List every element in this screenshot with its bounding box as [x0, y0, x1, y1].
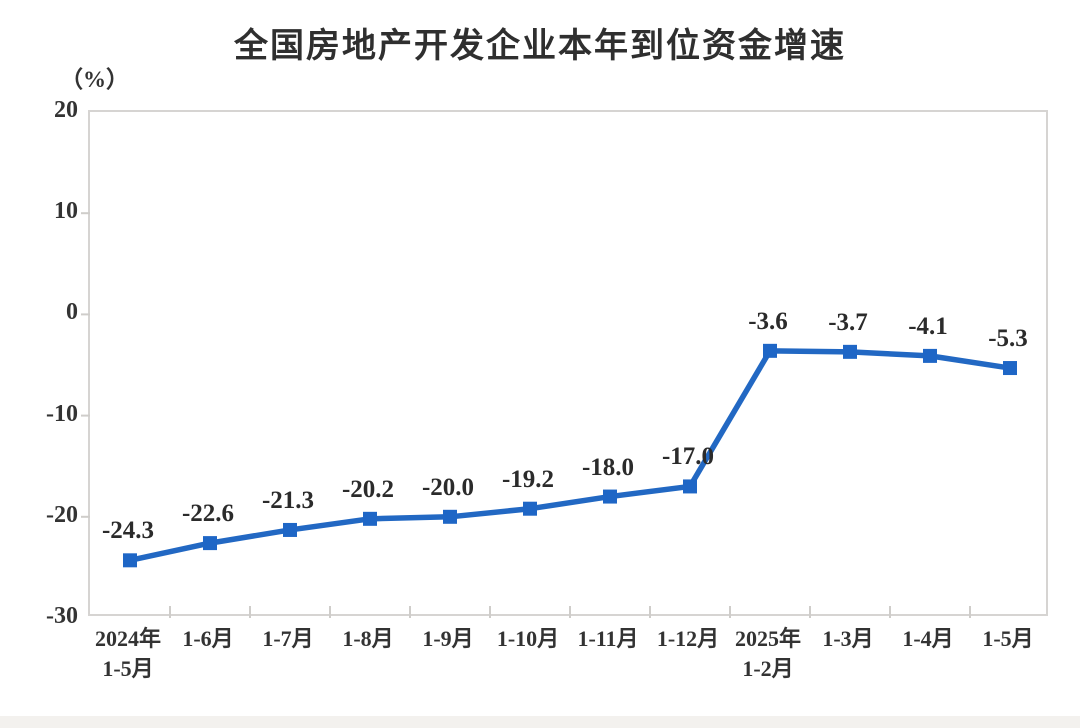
- chart-title: 全国房地产开发企业本年到位资金增速: [234, 27, 846, 65]
- data-point-marker: [1003, 361, 1017, 376]
- footer-strip: [0, 716, 1080, 728]
- plot-area: [81, 110, 1048, 618]
- data-point-marker: [283, 522, 297, 537]
- data-point-label: -18.0: [581, 453, 635, 481]
- x-category-label: 2025年 1-2月: [734, 626, 801, 681]
- x-category-label: 1-7月: [262, 626, 314, 651]
- data-point-marker: [763, 343, 777, 358]
- data-point-label: -20.0: [421, 473, 475, 501]
- x-category-label: 1-9月: [422, 626, 474, 651]
- x-category-label: 1-11月: [577, 626, 639, 651]
- data-point-label: -24.3: [101, 517, 155, 545]
- data-point-marker: [843, 344, 857, 359]
- y-tick-label: 10: [54, 198, 78, 225]
- data-point-label: -5.3: [988, 325, 1028, 353]
- data-point-marker: [523, 501, 537, 516]
- x-category-label: 1-3月: [822, 626, 874, 651]
- x-category-label: 2024年 1-5月: [94, 626, 161, 681]
- data-point-label: -20.2: [341, 475, 395, 503]
- series-line: [127, 348, 1013, 564]
- data-point-label: -19.2: [501, 465, 555, 493]
- y-tick-label: 20: [54, 97, 78, 123]
- y-tick-label: -10: [46, 400, 78, 427]
- data-point-marker: [363, 511, 377, 526]
- x-category-label: 1-10月: [496, 626, 560, 651]
- data-point-label: -3.6: [748, 307, 788, 335]
- x-category-label: 1-6月: [182, 626, 234, 651]
- y-tick-label: -30: [46, 603, 78, 629]
- x-category-label: 1-12月: [656, 626, 720, 651]
- x-category-label: 1-5月: [982, 626, 1034, 651]
- data-point-label: -4.1: [908, 312, 948, 340]
- line-series-svg: [81, 212, 1017, 618]
- x-category-label: 1-4月: [902, 626, 954, 651]
- data-point-marker: [203, 536, 217, 551]
- data-point-label: -3.7: [828, 308, 868, 336]
- y-tick-label: 0: [66, 299, 78, 326]
- x-category-label: 1-8月: [342, 626, 394, 651]
- data-point-marker: [603, 489, 617, 504]
- y-tick-label: -20: [46, 501, 78, 528]
- y-axis-unit-label: （%）: [60, 67, 129, 92]
- data-point-label: -17.0: [661, 443, 715, 471]
- data-point-marker: [443, 509, 457, 524]
- data-point-marker: [683, 479, 697, 494]
- data-point-marker: [123, 553, 137, 568]
- data-point-label: -21.3: [261, 486, 315, 514]
- data-point-label: -22.6: [181, 500, 235, 528]
- data-point-marker: [923, 348, 937, 363]
